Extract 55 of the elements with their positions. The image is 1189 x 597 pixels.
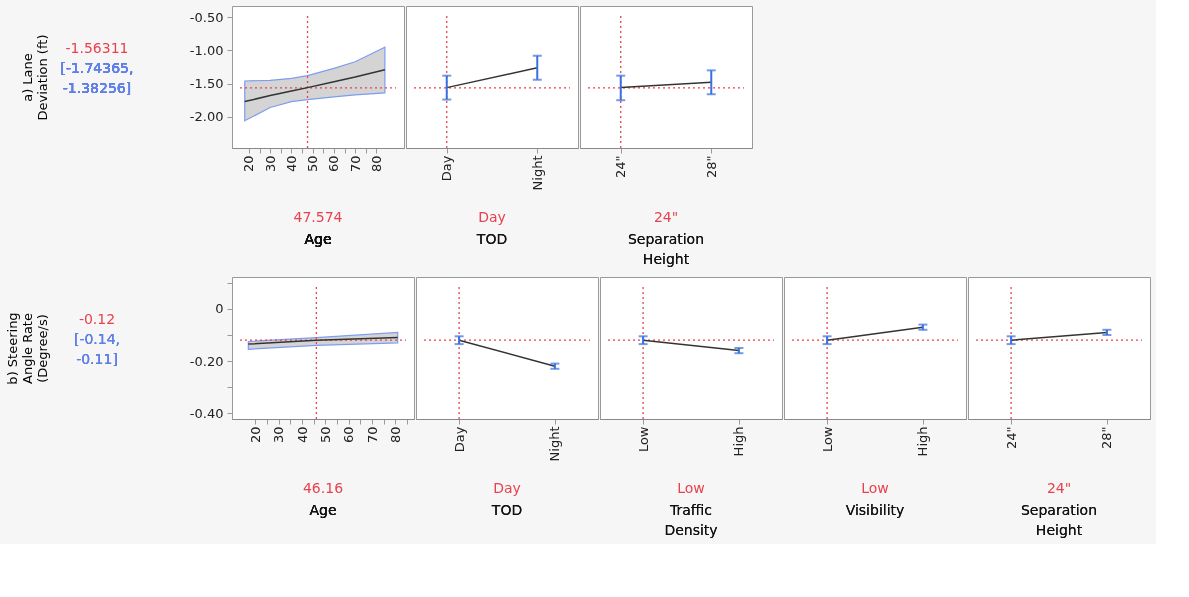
x-tick-label: High (731, 426, 747, 457)
x-axis-title: Separation Height (627, 231, 705, 267)
x-axis-title: TOD (490, 502, 523, 518)
y-tick-label: -0.50 (189, 9, 224, 25)
y-tick-label: -1.50 (189, 76, 224, 92)
x-tick-label: 30 (271, 426, 287, 444)
x-tick-label: Day (439, 155, 455, 182)
ref-line-label: 46.16 (302, 480, 344, 496)
ref-line-label: Day (478, 209, 506, 225)
x-tick-label: 24" (613, 155, 629, 179)
ref-line-label: -0.12 (78, 310, 116, 327)
text: [-0.14, -0.11] (73, 330, 121, 367)
x-tick-label: 40 (283, 155, 299, 173)
y-axis-title: b) Steering Angle Rate (Degree/s) (4, 312, 50, 385)
ref-line-label: Low (677, 480, 705, 496)
x-tick-label: 50 (305, 155, 321, 173)
x-tick-label: 30 (262, 155, 278, 173)
x-axis-title: TOD (475, 231, 508, 247)
x-axis-title: Traffic Density (664, 502, 718, 538)
x-tick-label: 20 (241, 155, 257, 173)
ref-line-label: 47.574 (293, 209, 343, 225)
x-axis-title: Visibility (845, 502, 905, 518)
ref-line-label: -1.56311 (65, 39, 129, 56)
text: [-1.74365, -1.38256] (60, 59, 134, 96)
x-tick-label: 28" (703, 155, 719, 179)
x-axis-title: Age (304, 231, 332, 247)
x-tick-label: 20 (247, 426, 263, 444)
x-tick-label: 24" (1003, 426, 1019, 450)
ref-line-label: Low (861, 480, 889, 496)
x-tick-label: 70 (347, 155, 363, 173)
x-tick-label: 50 (317, 426, 333, 444)
y-tick-label: -0.40 (189, 405, 224, 421)
x-tick-label: High (915, 426, 931, 457)
x-tick-label: 70 (364, 426, 380, 444)
y-tick-label: -2.00 (189, 109, 224, 125)
x-tick-label: Night (547, 426, 563, 462)
x-tick-label: 28" (1099, 426, 1115, 450)
x-tick-label: Low (819, 426, 835, 453)
x-axis-title: Age (309, 502, 337, 518)
x-tick-label: 80 (368, 155, 384, 173)
x-tick-label: 40 (294, 426, 310, 444)
x-tick-label: 80 (387, 426, 403, 444)
x-tick-label: Night (529, 155, 545, 191)
x-tick-label: Day (451, 426, 467, 453)
x-tick-label: 60 (341, 426, 357, 444)
ref-line-label: 24" (653, 209, 679, 225)
x-axis-title: Separation Height (1020, 502, 1098, 538)
y-tick-label: -1.00 (189, 42, 224, 58)
ref-line-label: Day (493, 480, 521, 496)
y-axis-title: a) Lane Deviation (ft) (19, 34, 50, 121)
x-tick-label: Low (635, 426, 651, 453)
y-tick-label: -0.20 (189, 353, 224, 369)
y-tick-label: 0 (215, 301, 224, 317)
ref-line-label: 24" (1046, 480, 1072, 496)
x-tick-label: 60 (326, 155, 342, 173)
